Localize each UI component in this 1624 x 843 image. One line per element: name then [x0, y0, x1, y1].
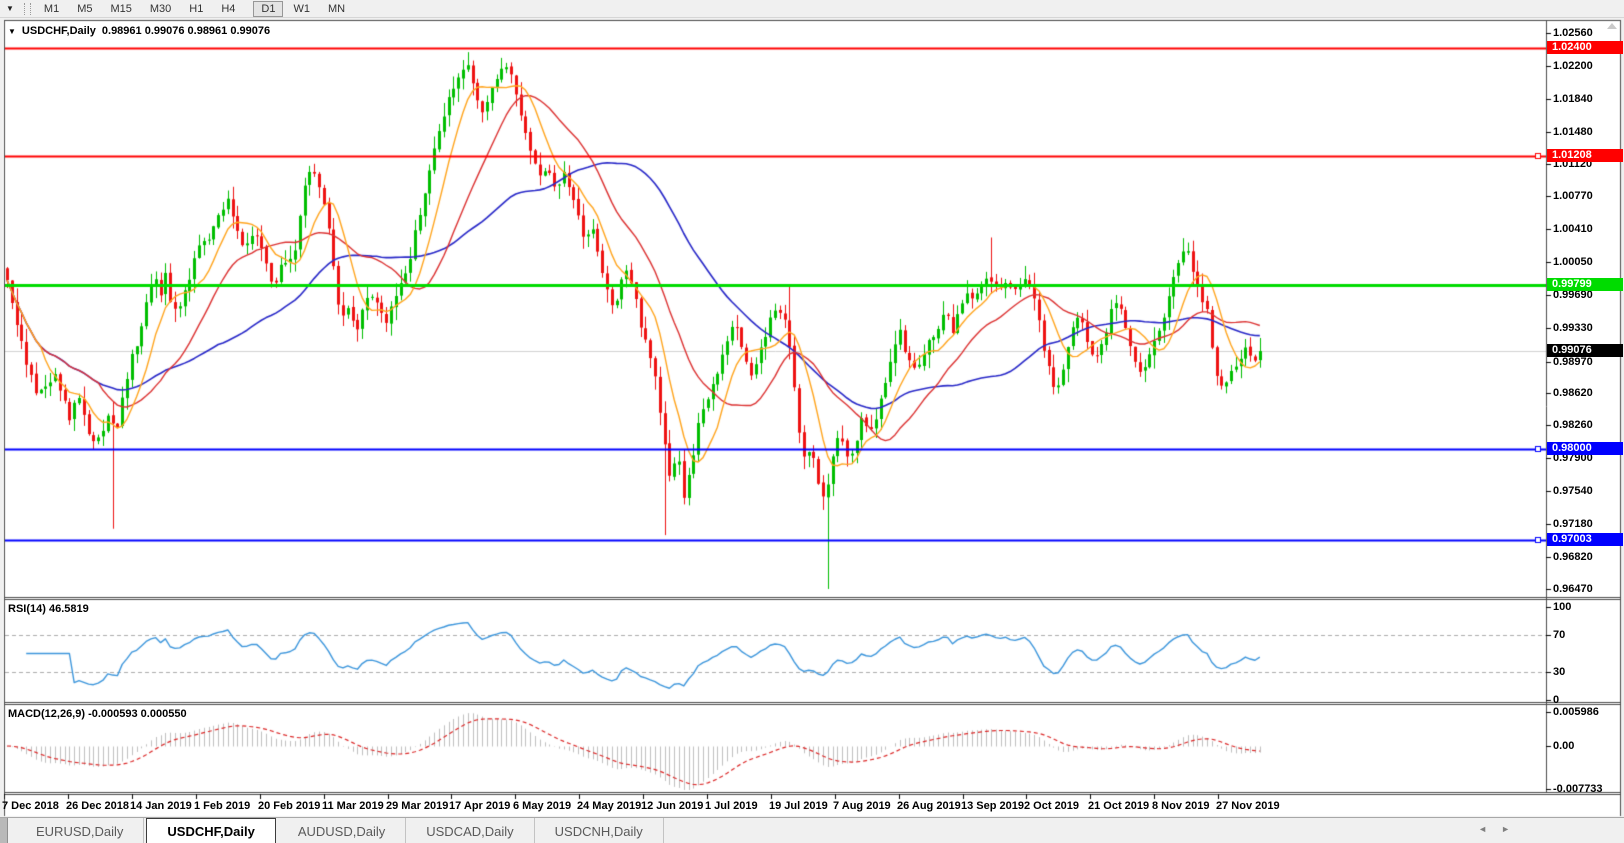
toolbar-grip-handle[interactable]	[23, 2, 31, 15]
level-price-label[interactable]: 0.98000	[1547, 442, 1623, 455]
date-axis-label: 14 Jan 2019	[130, 800, 192, 812]
timeframe-button-m15[interactable]: M15	[110, 2, 132, 15]
collapse-chart-icon[interactable]: ▼	[8, 26, 16, 36]
rsi-axis-tick: 100	[1553, 601, 1572, 613]
date-axis-label: 12 Jun 2019	[641, 800, 704, 812]
macd-axis-tick: 0.00	[1553, 740, 1575, 752]
date-axis-label: 21 Oct 2019	[1088, 800, 1150, 812]
price-axis-tick: 0.99330	[1553, 322, 1593, 334]
tab-audusd[interactable]: AUDUSD,Daily	[278, 818, 407, 843]
date-axis-label: 19 Jul 2019	[769, 800, 828, 812]
tab-eurusd[interactable]: EURUSD,Daily	[16, 818, 145, 843]
symbol-period-label: USDCHF,Daily	[21, 25, 96, 37]
current-price-badge: 0.99076	[1547, 344, 1623, 357]
date-axis-label: 1 Feb 2019	[194, 800, 251, 812]
price-axis-tick: 0.98260	[1553, 419, 1593, 431]
level-price-label[interactable]: 1.02400	[1547, 41, 1623, 54]
date-axis-label: 11 Mar 2019	[322, 800, 384, 812]
date-axis-label: 17 Apr 2019	[449, 800, 511, 812]
timeframe-toolbar: ▼ M1 M5 M15 M30 H1 H4 D1 W1 MN	[0, 0, 1624, 18]
date-axis-label: 24 May 2019	[577, 800, 642, 812]
date-axis-label: 2 Oct 2019	[1024, 800, 1080, 812]
timeframe-button-m5[interactable]: M5	[77, 2, 93, 15]
price-axis-tick: 0.96470	[1553, 583, 1593, 595]
macd-axis-tick: 0.005986	[1553, 706, 1599, 718]
tab-scroll-arrows: ◄►	[1478, 824, 1524, 834]
date-axis-label: 6 May 2019	[513, 800, 572, 812]
price-axis-tick: 1.00050	[1553, 256, 1593, 268]
price-axis-tick: 0.97900	[1553, 452, 1593, 464]
chart-header: ▼ USDCHF,Daily 0.98961 0.99076 0.98961 0…	[8, 25, 270, 37]
tab-usdcad[interactable]: USDCAD,Daily	[406, 818, 535, 843]
price-axis-tick: 1.02200	[1553, 60, 1593, 72]
price-axis-tick: 1.02560	[1553, 27, 1593, 39]
rsi-axis-tick: 70	[1553, 629, 1566, 641]
tab-usdchf[interactable]: USDCHF,Daily	[146, 818, 276, 843]
rsi-axis-tick: 0	[1553, 694, 1560, 706]
price-axis-tick: 0.98620	[1553, 387, 1593, 399]
price-axis-tick: 0.98970	[1553, 356, 1593, 368]
auto-scroll-icon[interactable]	[1607, 23, 1617, 29]
ohlc-values: 0.98961 0.99076 0.98961 0.99076	[101, 25, 271, 37]
tabbar-grip[interactable]	[0, 818, 8, 843]
date-axis-label: 1 Jul 2019	[705, 800, 758, 812]
date-axis-label: 26 Dec 2018	[66, 800, 129, 812]
date-axis-label: 26 Aug 2019	[897, 800, 961, 812]
price-axis-tick: 0.97180	[1553, 518, 1593, 530]
price-axis-tick: 1.01840	[1553, 93, 1593, 105]
price-axis-tick: 1.00770	[1553, 190, 1593, 202]
price-axis-tick: 0.96820	[1553, 551, 1593, 563]
macd-indicator-label: MACD(12,26,9) -0.000593 0.000550	[8, 708, 187, 720]
tab-scroll-left-icon[interactable]: ◄	[1478, 824, 1502, 834]
timeframe-button-h4[interactable]: H4	[221, 2, 236, 15]
symbol-tab-bar: EURUSD,Daily USDCHF,Daily AUDUSD,Daily USDC…	[0, 817, 1624, 843]
date-axis-label: 13 Sep 2019	[961, 800, 1024, 812]
level-price-label[interactable]: 1.01208	[1547, 149, 1623, 162]
date-axis-label: 7 Aug 2019	[833, 800, 891, 812]
timeframe-button-mn[interactable]: MN	[327, 2, 346, 15]
date-axis-label: 27 Nov 2019	[1216, 800, 1280, 812]
timeframe-button-h1[interactable]: H1	[189, 2, 204, 15]
chart-dropdown-icon[interactable]: ▼	[6, 4, 14, 13]
price-axis-tick: 0.97540	[1553, 485, 1593, 497]
tab-scroll-right-icon[interactable]: ►	[1501, 824, 1524, 834]
date-axis-label: 7 Dec 2018	[2, 800, 59, 812]
timeframe-button-w1[interactable]: W1	[293, 2, 310, 15]
timeframe-button-m1[interactable]: M1	[43, 2, 60, 15]
date-axis-label: 8 Nov 2019	[1152, 800, 1210, 812]
timeframe-button-d1[interactable]: D1	[253, 0, 284, 17]
rsi-indicator-label: RSI(14) 46.5819	[8, 603, 89, 615]
price-axis-tick: 1.00410	[1553, 223, 1593, 235]
rsi-axis-tick: 30	[1553, 666, 1566, 678]
price-axis-tick: 1.01480	[1553, 126, 1593, 138]
macd-axis-tick: -0.007733	[1553, 783, 1603, 795]
level-price-label[interactable]: 0.99799	[1547, 278, 1623, 291]
level-price-label[interactable]: 0.97003	[1547, 533, 1623, 546]
price-axis-tick: 0.99690	[1553, 289, 1593, 301]
date-axis-label: 20 Feb 2019	[258, 800, 321, 812]
timeframe-button-m30[interactable]: M30	[149, 2, 172, 15]
tab-usdcnh[interactable]: USDCNH,Daily	[535, 818, 664, 843]
date-axis-label: 29 Mar 2019	[386, 800, 449, 812]
